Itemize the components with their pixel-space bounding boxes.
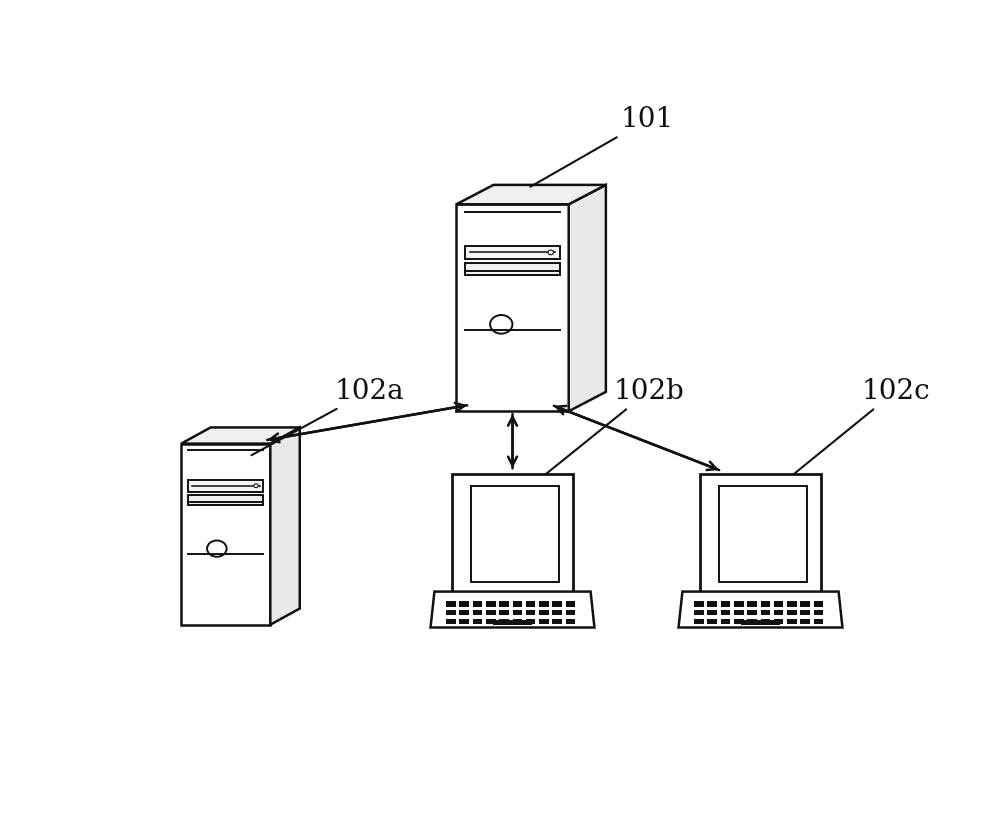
Bar (774, 618, 783, 624)
Bar (503, 594, 511, 620)
Bar (539, 610, 549, 615)
Bar (486, 601, 496, 606)
Polygon shape (431, 591, 594, 627)
Bar (539, 601, 549, 606)
Bar (473, 610, 482, 615)
Bar (762, 594, 770, 620)
Bar (694, 601, 704, 606)
Bar (800, 601, 810, 606)
Bar (566, 601, 575, 606)
Bar (459, 601, 469, 606)
Bar (512, 610, 522, 615)
Circle shape (254, 484, 258, 487)
Polygon shape (679, 591, 842, 627)
Bar (707, 610, 717, 615)
Text: 102a: 102a (251, 378, 404, 455)
Bar (761, 610, 770, 615)
Bar (459, 610, 469, 615)
Bar (499, 601, 509, 606)
Circle shape (490, 315, 512, 333)
Text: 102c: 102c (794, 378, 930, 475)
Bar (499, 618, 509, 624)
Bar (747, 610, 757, 615)
Bar (747, 601, 757, 606)
Bar (747, 618, 757, 624)
Bar (446, 618, 456, 624)
Polygon shape (456, 185, 606, 204)
Polygon shape (456, 204, 569, 412)
Bar (526, 618, 535, 624)
Bar (514, 594, 522, 620)
Bar (761, 601, 770, 606)
Text: 102b: 102b (546, 378, 684, 475)
Bar (526, 601, 535, 606)
Bar (446, 610, 456, 615)
Bar (787, 618, 797, 624)
Bar (552, 601, 562, 606)
Polygon shape (569, 185, 606, 412)
Bar (512, 601, 522, 606)
Polygon shape (471, 486, 559, 582)
Bar (566, 610, 575, 615)
Bar (694, 618, 704, 624)
Bar (741, 620, 780, 625)
Bar (459, 618, 469, 624)
Bar (734, 601, 744, 606)
Bar (734, 618, 744, 624)
Bar (800, 610, 810, 615)
Bar (473, 601, 482, 606)
Bar (814, 618, 823, 624)
Polygon shape (719, 486, 807, 582)
Polygon shape (181, 428, 300, 444)
Bar (761, 618, 770, 624)
Bar (814, 601, 823, 606)
Bar (486, 610, 496, 615)
Bar (566, 618, 575, 624)
Polygon shape (181, 444, 270, 625)
Bar (539, 618, 549, 624)
Polygon shape (700, 475, 821, 594)
Bar (552, 618, 562, 624)
Bar (814, 610, 823, 615)
Bar (499, 610, 509, 615)
Polygon shape (465, 245, 560, 259)
Bar (721, 601, 730, 606)
Polygon shape (188, 480, 263, 491)
Bar (552, 610, 562, 615)
Circle shape (207, 540, 227, 557)
Bar (734, 610, 744, 615)
Text: 101: 101 (530, 106, 674, 186)
Polygon shape (465, 263, 560, 275)
Bar (486, 618, 496, 624)
Bar (800, 618, 810, 624)
Bar (751, 594, 759, 620)
Bar (707, 618, 717, 624)
Polygon shape (188, 496, 263, 505)
Bar (694, 610, 704, 615)
Bar (473, 618, 482, 624)
Circle shape (548, 250, 554, 255)
Bar (787, 610, 797, 615)
Bar (721, 618, 730, 624)
Bar (774, 610, 783, 615)
Bar (512, 618, 522, 624)
Bar (446, 601, 456, 606)
Polygon shape (270, 428, 300, 625)
Bar (774, 601, 783, 606)
Bar (787, 601, 797, 606)
Bar (526, 610, 535, 615)
Bar (493, 620, 532, 625)
Polygon shape (452, 475, 573, 594)
Bar (721, 610, 730, 615)
Bar (707, 601, 717, 606)
